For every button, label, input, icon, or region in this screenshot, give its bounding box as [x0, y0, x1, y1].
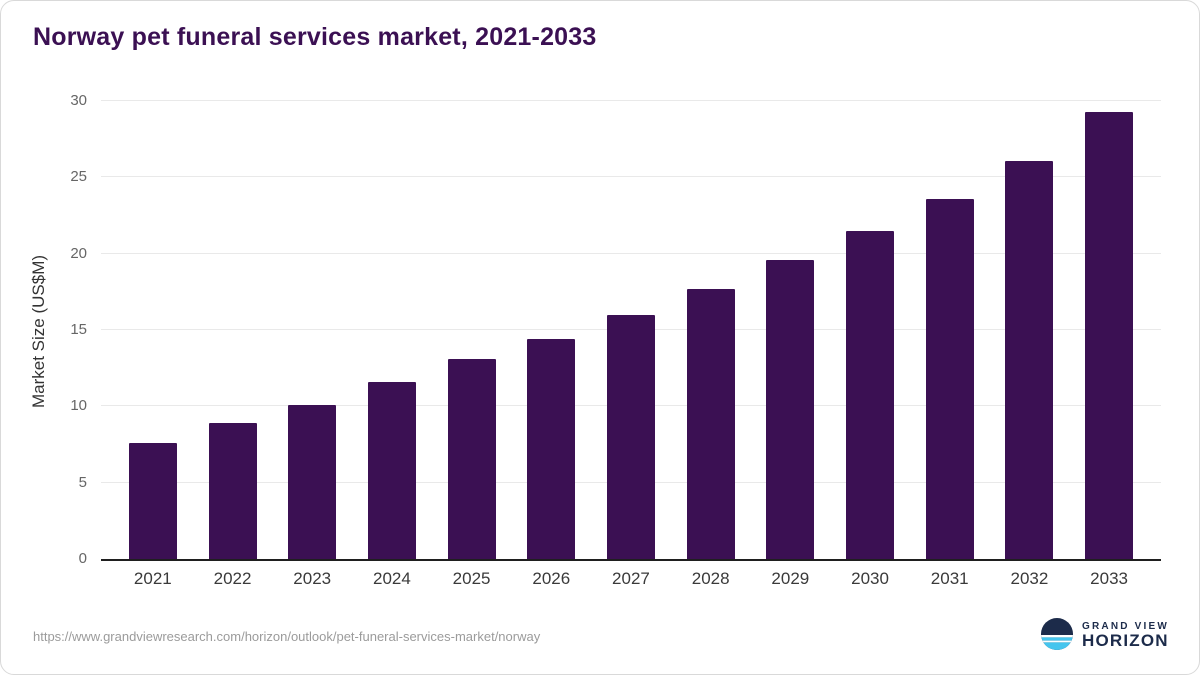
footer: https://www.grandviewresearch.com/horizo…	[33, 614, 1169, 658]
x-tick-label-2030: 2030	[851, 569, 889, 588]
x-tick-label-2026: 2026	[532, 569, 571, 588]
bar-slot	[511, 101, 591, 559]
bar-slot	[671, 101, 751, 559]
bar-2027	[606, 314, 655, 559]
gridline	[101, 100, 1161, 101]
bar-slot	[352, 101, 432, 559]
bar-slot	[830, 101, 910, 559]
chart-title: Norway pet funeral services market, 2021…	[33, 23, 597, 51]
bar-2031	[925, 198, 974, 559]
x-axis-labels: 2021 2022 2023 2024 2025 2026 2027 2028 2029 2030…	[101, 569, 1161, 589]
bar-2025	[447, 359, 496, 559]
x-tick-label-2033: 2033	[1090, 569, 1128, 588]
x-tick-label-2021: 2021	[133, 569, 172, 588]
x-tick-label-2025: 2025	[452, 569, 491, 588]
y-tick-label: 0	[78, 550, 87, 567]
source-url: https://www.grandviewresearch.com/horizo…	[33, 628, 541, 644]
bar-2023	[288, 404, 337, 559]
grand-view-horizon-logo: GRAND VIEW HORIZON	[1041, 617, 1169, 655]
x-tick-label-2022: 2022	[213, 569, 252, 588]
bar-slot	[193, 101, 273, 559]
logo-text: GRAND VIEW HORIZON	[1082, 621, 1169, 651]
bar-2022	[208, 423, 257, 559]
x-tick-label-2024: 2024	[372, 569, 411, 588]
y-tick-label: 5	[78, 473, 87, 491]
bar-slot	[990, 101, 1070, 559]
bar-slot	[113, 101, 193, 559]
bar-2026	[527, 339, 576, 559]
bar-2029	[766, 259, 815, 559]
bar-slot	[751, 101, 831, 559]
bar-slot	[272, 101, 352, 559]
bar-slot	[432, 101, 512, 559]
gridline	[101, 176, 1161, 178]
bar-slot	[910, 101, 990, 559]
logo-line-horizon: HORIZON	[1082, 631, 1169, 651]
x-tick-label-2029: 2029	[771, 569, 810, 588]
gridline	[101, 252, 1161, 254]
plot-area: 0 5 10 15 20 25 30	[70, 93, 1161, 567]
bar-2024	[367, 381, 416, 559]
bar-slot	[591, 101, 671, 559]
bar-2030	[846, 230, 895, 559]
x-tick-label-2032: 2032	[1010, 569, 1049, 588]
x-tick-label-2023: 2023	[293, 569, 332, 588]
horizon-logo-icon	[1041, 617, 1073, 655]
y-tick-label: 10	[70, 397, 87, 415]
bar-2033	[1085, 111, 1134, 559]
y-tick-label: 20	[70, 244, 87, 262]
bar-2032	[1005, 160, 1054, 559]
y-tick-label: 15	[70, 321, 87, 338]
y-tick-label: 25	[70, 168, 87, 186]
bar-2028	[686, 288, 735, 559]
x-tick-label-2028: 2028	[691, 569, 730, 588]
logo-line-grand-view: GRAND VIEW	[1082, 621, 1169, 633]
bar-slot	[1069, 101, 1149, 559]
y-tick-label: 30	[70, 92, 87, 109]
bars-group	[101, 101, 1161, 559]
x-tick-label-2031: 2031	[930, 569, 969, 588]
x-tick-label-2027: 2027	[612, 569, 650, 588]
bar-2021	[128, 442, 177, 559]
